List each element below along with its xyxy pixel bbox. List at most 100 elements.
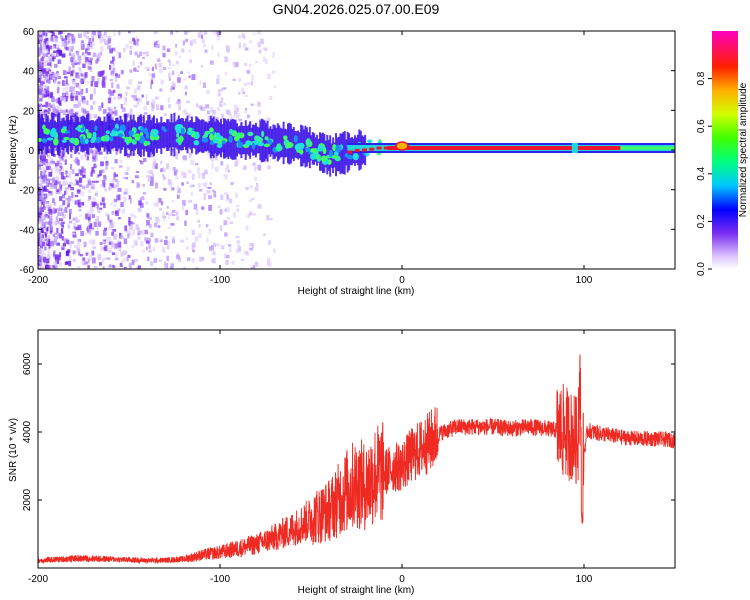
- spectrogram-noise-cell: [152, 246, 156, 252]
- spectrogram-noise-cell: [99, 170, 102, 176]
- spectrogram-noise-cell: [42, 34, 46, 37]
- spectrogram-ridge-blob: [113, 127, 118, 132]
- spectrogram-noise-cell: [111, 82, 114, 89]
- spectrogram-noise-cell: [50, 214, 53, 217]
- spectrogram-noise-cell: [40, 250, 45, 255]
- spectrogram-noise-cell: [46, 31, 50, 33]
- spectrogram-noise-cell: [160, 160, 163, 165]
- spectrogram-x-tick-label: -200: [28, 275, 48, 286]
- spectrogram-noise-cell: [140, 229, 145, 236]
- spectrogram-x-tick-label: -100: [210, 275, 230, 286]
- spectrogram-noise-cell: [38, 196, 41, 200]
- spectrogram-noise-cell: [73, 37, 76, 43]
- spectrogram-noise-cell: [117, 114, 120, 119]
- spectrogram-noise-cell: [232, 78, 236, 82]
- spectrogram-noise-cell: [92, 246, 97, 250]
- spectrogram-noise-cell: [197, 32, 201, 38]
- spectrogram-noise-cell: [107, 36, 112, 41]
- snr-y-tick-label: 2000: [22, 488, 33, 511]
- spectrogram-noise-cell: [85, 88, 88, 93]
- spectrogram-noise-cell: [191, 74, 195, 81]
- spectrogram-noise-cell: [118, 208, 121, 212]
- spectrogram-noise-cell: [58, 163, 63, 166]
- spectrogram-ridge-halo: [250, 127, 253, 153]
- spectrogram-noise-cell: [151, 173, 155, 178]
- spectrogram-noise-cell: [191, 242, 196, 248]
- spectrogram-noise-cell: [133, 67, 137, 72]
- spectrogram-noise-cell: [95, 152, 98, 157]
- spectrogram-noise-cell: [129, 108, 133, 114]
- spectrogram-noise-cell: [238, 118, 243, 122]
- spectrogram-noise-cell: [123, 238, 128, 245]
- spectrogram-noise-cell: [176, 254, 180, 260]
- spectrogram-ridge-halo: [337, 136, 340, 172]
- spectrogram-noise-cell: [78, 239, 82, 243]
- spectrogram-noise-cell: [159, 207, 163, 211]
- spectrogram-noise-cell: [80, 271, 82, 273]
- spectrogram-ridge-halo: [126, 121, 129, 149]
- spectrogram-noise-cell: [46, 86, 50, 92]
- spectrogram-noise-cell: [64, 37, 67, 43]
- spectrogram-noise-cell: [208, 195, 213, 200]
- spectrogram-ridge-blob: [322, 147, 327, 154]
- spectrogram-noise-cell: [251, 163, 254, 166]
- spectrogram-noise-cell: [119, 235, 124, 239]
- spectrogram-noise-cell: [62, 87, 66, 91]
- spectrogram-noise-cell: [244, 107, 248, 111]
- spectrogram-noise-cell: [71, 37, 74, 44]
- spectrogram-noise-cell: [184, 31, 188, 35]
- spectrogram-noise-cell: [164, 239, 168, 245]
- spectrogram-ridge-halo: [273, 125, 276, 159]
- spectrogram-noise-cell: [107, 97, 112, 104]
- spectrogram-noise-cell: [223, 253, 227, 259]
- spectrogram-ridge-blob: [62, 126, 67, 130]
- spectrogram-noise-cell: [103, 246, 106, 251]
- spectrogram-noise-cell: [145, 240, 150, 244]
- spectrogram-noise-cell: [162, 52, 166, 58]
- spectrogram-noise-cell: [249, 247, 254, 251]
- spectrogram-noise-cell: [226, 198, 230, 202]
- spectrogram-noise-cell: [188, 49, 191, 53]
- spectrogram-noise-cell: [43, 253, 46, 256]
- spectrogram-noise-cell: [75, 173, 79, 177]
- spectrogram-noise-cell: [52, 233, 55, 237]
- spectrogram-noise-cell: [56, 98, 61, 104]
- spectrogram-noise-cell: [65, 46, 69, 51]
- spectrogram-ridge-halo: [319, 132, 322, 171]
- spectrogram-ridge-halo: [183, 121, 186, 148]
- spectrogram-noise-cell: [203, 31, 208, 35]
- spectrogram-noise-cell: [185, 100, 190, 104]
- spectrogram-noise-cell: [40, 65, 44, 72]
- spectrogram-noise-cell: [39, 78, 43, 81]
- spectrogram-noise-cell: [89, 254, 93, 261]
- spectrogram-ridge-halo: [104, 121, 107, 147]
- spectrogram-noise-cell: [268, 262, 272, 267]
- spectrogram-noise-cell: [105, 163, 108, 170]
- spectrogram-ridge-halo: [206, 122, 209, 151]
- spectrogram-noise-cell: [122, 249, 126, 253]
- spectrogram-noise-cell: [53, 180, 58, 186]
- spectrogram-noise-cell: [128, 262, 132, 269]
- spectrogram-noise-cell: [99, 38, 104, 44]
- spectrogram-noise-cell: [174, 152, 179, 156]
- spectrogram-noise-cell: [137, 234, 141, 240]
- spectrogram-ridge-blob: [347, 154, 354, 160]
- spectrogram-noise-cell: [146, 220, 150, 226]
- spectrogram-noise-cell: [166, 244, 170, 250]
- spectrogram-noise-cell: [224, 192, 228, 195]
- spectrogram-noise-cell: [266, 215, 270, 221]
- spectrogram-noise-cell: [47, 162, 51, 166]
- spectrogram-noise-cell: [47, 55, 51, 62]
- spectrogram-noise-cell: [229, 221, 234, 224]
- spectrogram-noise-cell: [71, 80, 76, 85]
- spectrogram-noise-cell: [200, 34, 204, 39]
- spectrogram-noise-cell: [212, 251, 216, 256]
- spectrogram-noise-cell: [77, 238, 80, 242]
- spectrogram-noise-cell: [95, 164, 98, 168]
- spectrogram-noise-cell: [156, 43, 160, 49]
- spectrogram-ridge-halo: [173, 112, 176, 157]
- spectrogram-noise-cell: [64, 155, 67, 159]
- spectrogram-noise-cell: [134, 41, 139, 46]
- spectrogram-noise-cell: [126, 86, 130, 90]
- spectrogram-noise-cell: [226, 194, 229, 200]
